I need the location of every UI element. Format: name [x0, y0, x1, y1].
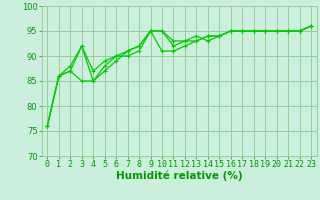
X-axis label: Humidité relative (%): Humidité relative (%) — [116, 171, 243, 181]
